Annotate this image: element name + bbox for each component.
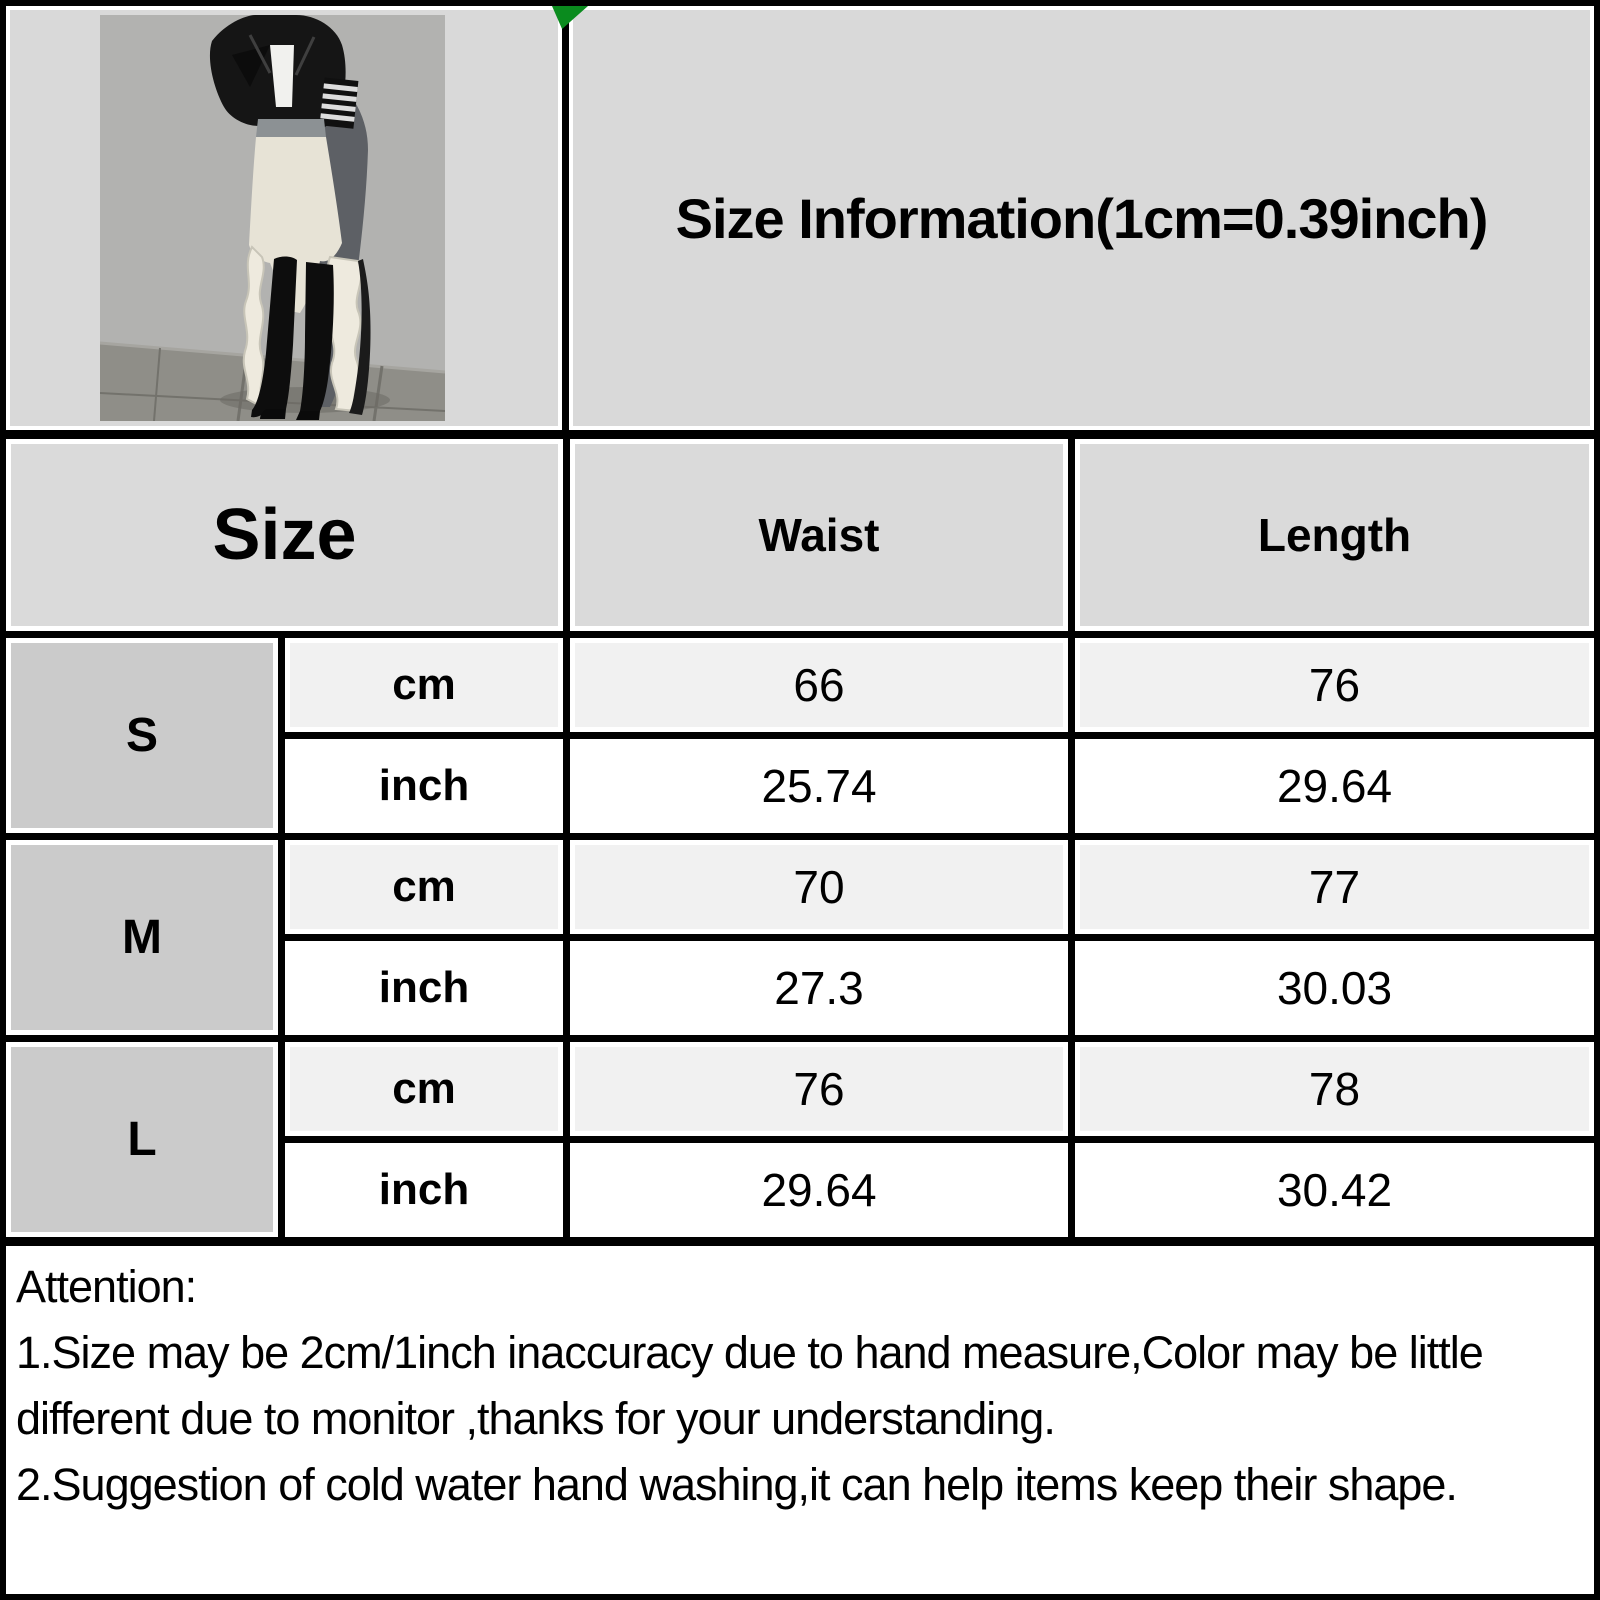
unit-label: inch bbox=[285, 1143, 563, 1237]
attention-note-2: 2.Suggestion of cold water hand washing,… bbox=[16, 1459, 1458, 1511]
unit-label: cm bbox=[285, 1042, 563, 1136]
attention-note-1: 1.Size may be 2cm/1inch inaccuracy due t… bbox=[16, 1327, 1484, 1445]
photo-skirt bbox=[249, 137, 342, 313]
waist-value: 76 bbox=[570, 1042, 1068, 1136]
length-value: 30.03 bbox=[1075, 941, 1594, 1035]
attention-heading: Attention: bbox=[16, 1261, 197, 1312]
length-value: 76 bbox=[1075, 638, 1594, 732]
column-header-length: Length bbox=[1075, 439, 1594, 631]
length-value: 78 bbox=[1075, 1042, 1594, 1136]
photo-striped-sleeve bbox=[319, 77, 359, 129]
column-header-size: Size bbox=[6, 439, 563, 631]
size-label-m: M bbox=[6, 840, 278, 1035]
unit-label: inch bbox=[285, 941, 563, 1035]
waist-value: 25.74 bbox=[570, 739, 1068, 833]
page-title: Size Information(1cm=0.39inch) bbox=[569, 6, 1594, 430]
unit-label: inch bbox=[285, 739, 563, 833]
column-header-waist: Waist bbox=[570, 439, 1068, 631]
waist-value: 29.64 bbox=[570, 1143, 1068, 1237]
waist-value: 70 bbox=[570, 840, 1068, 934]
length-value: 30.42 bbox=[1075, 1143, 1594, 1237]
length-value: 77 bbox=[1075, 840, 1594, 934]
size-label-s: S bbox=[6, 638, 278, 833]
top-section: Size Information(1cm=0.39inch) bbox=[6, 6, 1594, 430]
waist-value: 27.3 bbox=[570, 941, 1068, 1035]
unit-label: cm bbox=[285, 638, 563, 732]
size-label-l: L bbox=[6, 1042, 278, 1237]
photo-right-boot bbox=[300, 262, 334, 411]
product-photo bbox=[100, 15, 445, 421]
size-table: Size Waist Length S cm 66 76 inch 25.74 … bbox=[6, 430, 1594, 1246]
waist-value: 66 bbox=[570, 638, 1068, 732]
length-value: 29.64 bbox=[1075, 739, 1594, 833]
product-photo-cell bbox=[6, 6, 562, 430]
photo-left-boot bbox=[251, 256, 297, 418]
unit-label: cm bbox=[285, 840, 563, 934]
attention-section: Attention: 1.Size may be 2cm/1inch inacc… bbox=[6, 1246, 1594, 1594]
